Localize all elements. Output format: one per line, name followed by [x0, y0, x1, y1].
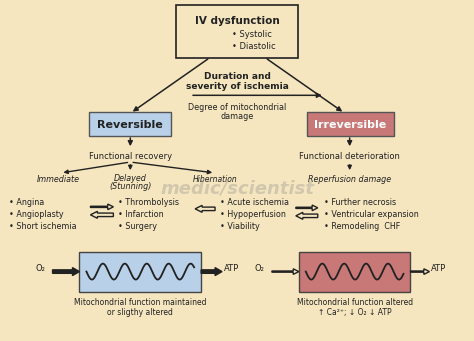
- Text: • Short ischemia: • Short ischemia: [9, 222, 76, 231]
- FancyBboxPatch shape: [90, 112, 171, 136]
- Text: • Thrombolysis: • Thrombolysis: [118, 198, 179, 207]
- Text: • Ventricular expansion: • Ventricular expansion: [324, 210, 419, 219]
- Text: • Acute ischemia: • Acute ischemia: [220, 198, 289, 207]
- FancyArrow shape: [296, 212, 318, 219]
- FancyArrow shape: [91, 211, 113, 218]
- Text: medic/scientist: medic/scientist: [160, 180, 314, 198]
- Text: Duration and: Duration and: [203, 72, 271, 81]
- Text: Irreversible: Irreversible: [313, 120, 386, 130]
- Text: • Remodeling  CHF: • Remodeling CHF: [324, 222, 400, 231]
- FancyArrow shape: [201, 268, 222, 276]
- Text: IV dysfunction: IV dysfunction: [195, 16, 279, 26]
- Text: or sligthy altered: or sligthy altered: [107, 309, 173, 317]
- FancyBboxPatch shape: [176, 5, 298, 58]
- Text: Functional recovery: Functional recovery: [89, 152, 172, 161]
- Text: • Angioplasty: • Angioplasty: [9, 210, 64, 219]
- FancyBboxPatch shape: [80, 252, 201, 292]
- Text: ATP: ATP: [431, 264, 447, 272]
- Text: • Systolic: • Systolic: [232, 30, 272, 39]
- Text: • Hypoperfusion: • Hypoperfusion: [220, 210, 286, 219]
- Text: O₂: O₂: [255, 264, 265, 272]
- Text: (Stunning): (Stunning): [109, 182, 152, 191]
- Text: Mitochondrial function maintained: Mitochondrial function maintained: [74, 298, 207, 308]
- FancyBboxPatch shape: [307, 112, 393, 136]
- FancyArrow shape: [91, 204, 113, 210]
- Text: Functional deterioration: Functional deterioration: [299, 152, 400, 161]
- Text: Reversible: Reversible: [98, 120, 163, 130]
- Text: • Surgery: • Surgery: [118, 222, 157, 231]
- Text: • Diastolic: • Diastolic: [232, 42, 276, 50]
- Text: Hibernation: Hibernation: [193, 175, 237, 184]
- Text: damage: damage: [220, 112, 254, 121]
- FancyArrow shape: [272, 269, 299, 275]
- Text: • Angina: • Angina: [9, 198, 44, 207]
- FancyArrow shape: [53, 268, 80, 276]
- Text: severity of ischemia: severity of ischemia: [185, 83, 289, 91]
- Text: Mitochondrial function altered: Mitochondrial function altered: [297, 298, 413, 308]
- FancyArrow shape: [410, 269, 429, 275]
- Text: • Infarction: • Infarction: [118, 210, 164, 219]
- Text: Delayed: Delayed: [114, 174, 147, 183]
- FancyArrow shape: [195, 205, 215, 212]
- Text: • Further necrosis: • Further necrosis: [324, 198, 396, 207]
- FancyArrow shape: [296, 205, 318, 211]
- Text: • Viability: • Viability: [220, 222, 260, 231]
- FancyBboxPatch shape: [299, 252, 410, 292]
- Text: ATP: ATP: [224, 264, 239, 272]
- Text: Immediate: Immediate: [37, 175, 80, 184]
- Text: Reperfusion damage: Reperfusion damage: [308, 175, 391, 184]
- Text: O₂: O₂: [36, 264, 46, 272]
- Text: ↑ Ca²⁺; ↓ O₂ ↓ ATP: ↑ Ca²⁺; ↓ O₂ ↓ ATP: [318, 309, 392, 317]
- Text: Degree of mitochondrial: Degree of mitochondrial: [188, 103, 286, 112]
